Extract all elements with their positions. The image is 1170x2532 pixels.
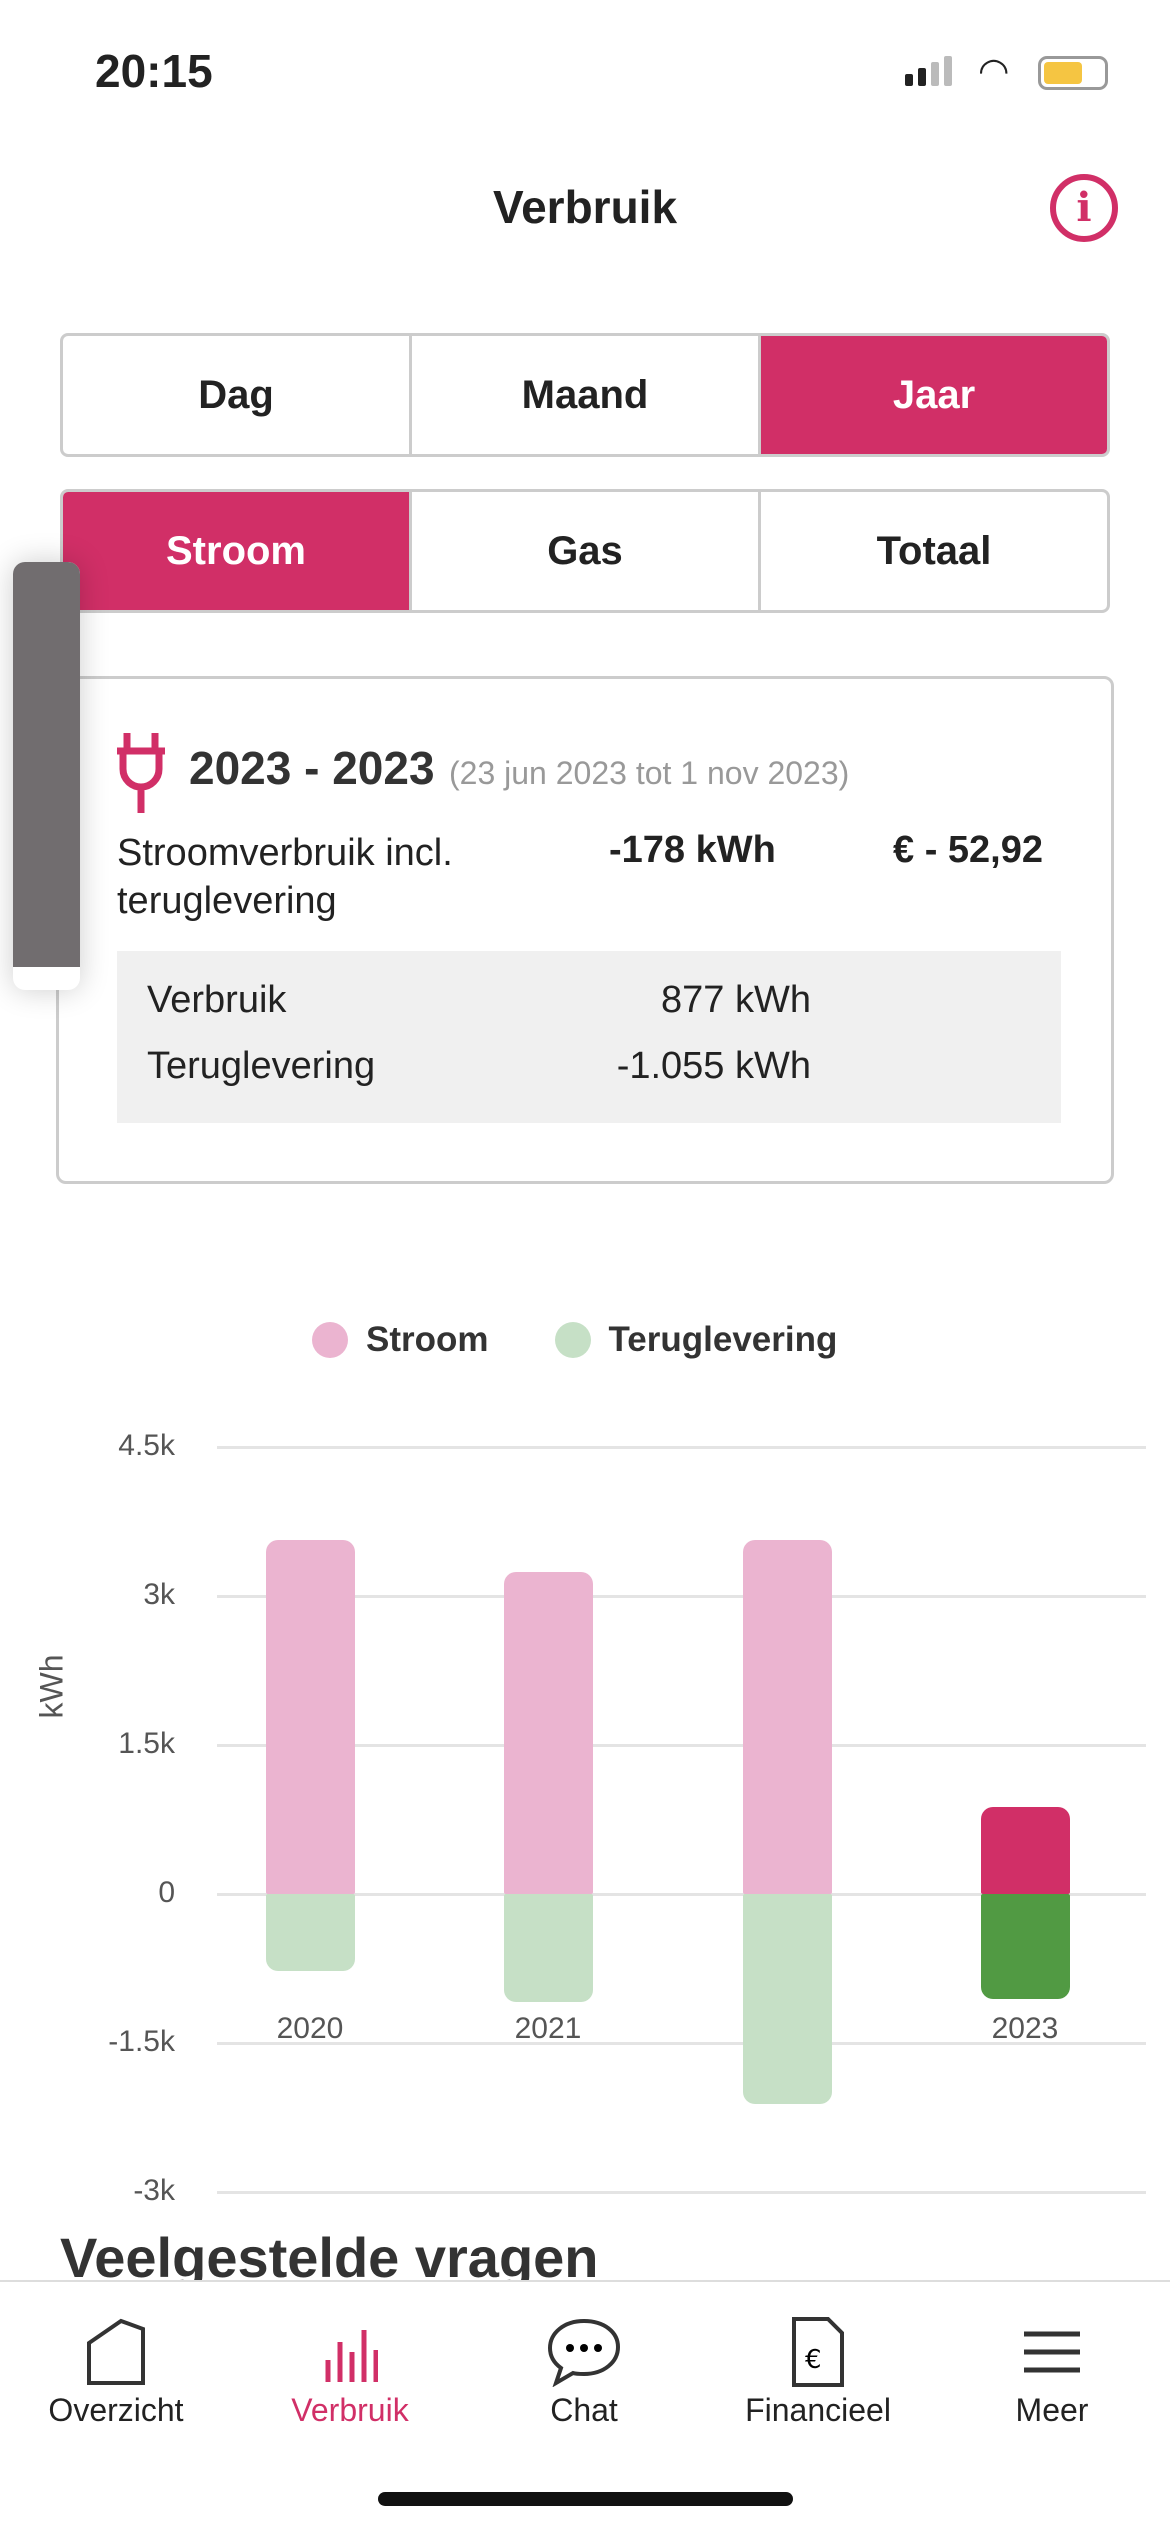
legend-stroom[interactable]: Stroom — [366, 1320, 489, 1359]
home-icon — [16, 2312, 216, 2392]
nav-meer[interactable]: Meer — [952, 2312, 1152, 2429]
chat-icon — [484, 2312, 684, 2392]
wifi-icon: ◠ — [978, 50, 1010, 91]
bar-teruglevering-2022[interactable] — [743, 1894, 832, 2104]
tab-jaar[interactable]: Jaar — [761, 336, 1107, 454]
bar-stroom-2020[interactable] — [266, 1540, 355, 1894]
y-tick-label: 0 — [158, 1876, 175, 1909]
status-time: 20:15 — [95, 45, 213, 97]
summary-kwh: -178 kWh — [609, 829, 776, 871]
grid-line — [217, 1595, 1146, 1598]
tab-totaal[interactable]: Totaal — [876, 528, 992, 573]
x-tick-label: 2023 — [991, 2012, 1059, 2045]
tab-bar: Overzicht Verbruik Chat € Financieel Meer — [0, 2280, 1170, 2532]
bar-stroom-2021[interactable] — [504, 1572, 593, 1894]
legend-swatch-stroom — [312, 1322, 348, 1358]
volume-hud — [13, 562, 80, 990]
y-tick-label: 1.5k — [118, 1727, 175, 1760]
faq-heading: Veelgestelde vragen — [60, 2226, 599, 2289]
period-selector: Dag Maand Jaar — [60, 333, 1110, 457]
summary-cost: € - 52,92 — [893, 829, 1043, 871]
grid-line — [217, 1446, 1146, 1449]
summary-card: 2023 - 2023 (23 jun 2023 tot 1 nov 2023)… — [56, 676, 1114, 1184]
y-tick-label: -1.5k — [108, 2025, 175, 2058]
nav-label: Chat — [550, 2392, 618, 2428]
nav-label: Overzicht — [48, 2392, 184, 2428]
bar-teruglevering-2021[interactable] — [504, 1894, 593, 2003]
svg-text:€: € — [805, 2345, 822, 2375]
nav-label: Verbruik — [291, 2392, 409, 2428]
legend-swatch-teruglevering — [554, 1322, 591, 1358]
tab-dag[interactable]: Dag — [63, 336, 412, 454]
legend: Stroom Teruglevering — [312, 1320, 837, 1360]
info-icon[interactable]: i — [1050, 174, 1118, 242]
summary-label: Stroomverbruik incl. teruglevering — [117, 832, 453, 922]
nav-overzicht[interactable]: Overzicht — [16, 2312, 216, 2429]
page-title: Verbruik — [492, 181, 678, 233]
legend-teruglevering[interactable]: Teruglevering — [608, 1320, 838, 1359]
bar-teruglevering-2020[interactable] — [266, 1894, 355, 1972]
menu-icon — [952, 2312, 1152, 2392]
bar-stroom-2022[interactable] — [743, 1540, 832, 1894]
summary-details: Verbruik 877 kWh Teruglevering -1.055 kW… — [117, 951, 1061, 1123]
grid-line — [217, 1744, 1146, 1747]
y-tick-label: -3k — [133, 2174, 175, 2207]
tab-maand[interactable]: Maand — [412, 336, 761, 454]
y-axis-label: kWh — [33, 1654, 70, 1719]
y-tick-label: 3k — [143, 1578, 175, 1611]
signal-icon — [905, 56, 952, 86]
x-tick-label: 2021 — [514, 2012, 582, 2045]
summary-range: (23 jun 2023 tot 1 nov 2023) — [449, 755, 850, 791]
detail-label: Verbruik — [147, 979, 287, 1021]
invoice-icon: € — [718, 2312, 918, 2392]
home-indicator — [378, 2492, 793, 2506]
bar-stroom-2023[interactable] — [981, 1806, 1070, 1894]
tab-stroom[interactable]: Stroom — [63, 492, 412, 610]
grid-line — [217, 1893, 1146, 1896]
battery-icon — [1038, 56, 1108, 90]
tab-gas[interactable]: Gas — [412, 492, 761, 610]
plug-icon — [113, 733, 169, 818]
grid-line — [217, 2042, 1146, 2045]
nav-chat[interactable]: Chat — [484, 2312, 684, 2429]
detail-value: -1.055 kWh — [616, 1045, 811, 1087]
bar-teruglevering-2023[interactable] — [981, 1894, 1070, 1999]
detail-label: Teruglevering — [147, 1045, 376, 1087]
nav-label: Meer — [1015, 2392, 1089, 2428]
bar-chart-icon — [250, 2312, 450, 2392]
nav-label: Financieel — [745, 2392, 891, 2428]
energy-selector: Stroom Gas Totaal — [60, 489, 1110, 613]
summary-title: 2023 - 2023 — [189, 742, 435, 794]
nav-financieel[interactable]: € Financieel — [718, 2312, 918, 2429]
x-tick-label: 2020 — [276, 2012, 344, 2045]
nav-verbruik[interactable]: Verbruik — [250, 2312, 450, 2429]
y-tick-label: 4.5k — [118, 1429, 175, 1462]
detail-value: 877 kWh — [661, 979, 811, 1021]
grid-line — [217, 2191, 1146, 2194]
